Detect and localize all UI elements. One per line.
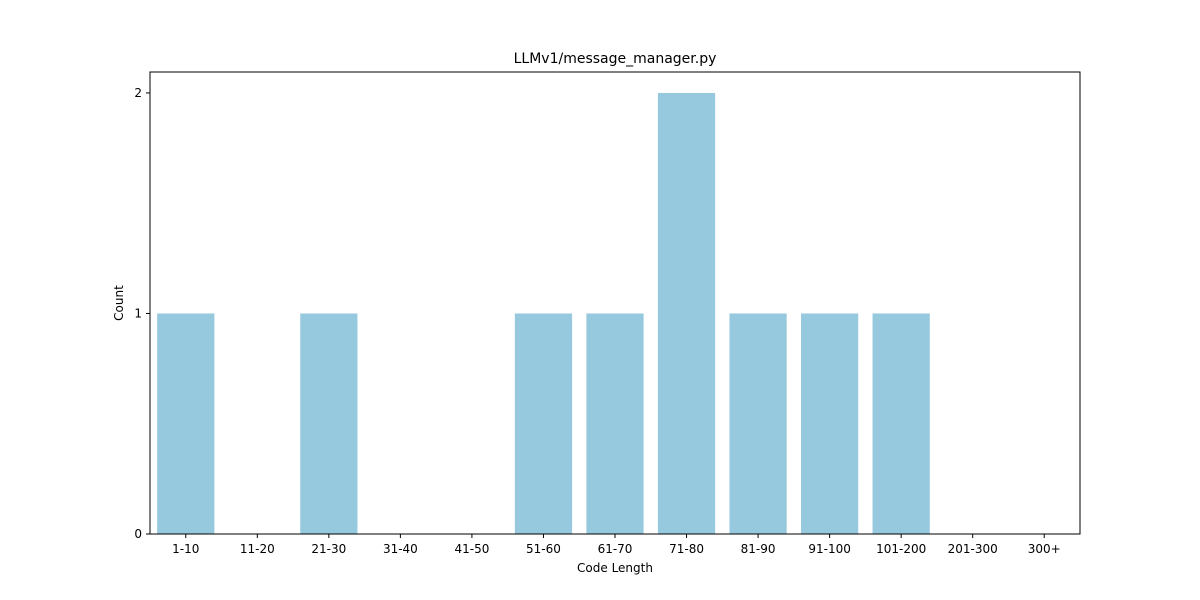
bar-71-80 xyxy=(657,92,716,534)
bar-101-200 xyxy=(872,313,930,534)
y-axis-ticks: 0 1 2 xyxy=(134,86,150,541)
bar-61-70 xyxy=(586,313,644,534)
x-tick-label: 61-70 xyxy=(598,542,633,556)
chart-title: LLMv1/message_manager.py xyxy=(514,51,717,67)
x-tick-label: 201-300 xyxy=(948,542,998,556)
bar-81-90 xyxy=(729,313,787,534)
x-tick-label: 300+ xyxy=(1028,542,1061,556)
bar-51-60 xyxy=(514,313,573,534)
bars-group xyxy=(157,92,930,534)
x-tick-label: 31-40 xyxy=(383,542,418,556)
x-tick-label: 51-60 xyxy=(526,542,561,556)
x-axis-label: Code Length xyxy=(577,561,653,575)
y-tick-label: 1 xyxy=(134,306,142,320)
x-tick-label: 101-200 xyxy=(876,542,926,556)
x-tick-label: 71-80 xyxy=(669,542,704,556)
y-tick-label: 0 xyxy=(134,527,142,541)
bar-1-10 xyxy=(157,313,215,534)
x-tick-label: 81-90 xyxy=(741,542,776,556)
x-tick-label: 41-50 xyxy=(454,542,489,556)
x-tick-label: 91-100 xyxy=(808,542,851,556)
x-tick-label: 11-20 xyxy=(240,542,275,556)
x-axis-ticks: 1-10 11-20 21-30 31-40 41-50 51-60 61-70 71-80 8… xyxy=(172,534,1061,556)
x-tick-label: 1-10 xyxy=(172,542,199,556)
y-axis-label: Count xyxy=(112,285,126,321)
x-tick-label: 21-30 xyxy=(311,542,346,556)
y-tick-label: 2 xyxy=(134,86,142,100)
bar-21-30 xyxy=(300,313,358,534)
bar-91-100 xyxy=(801,313,859,534)
